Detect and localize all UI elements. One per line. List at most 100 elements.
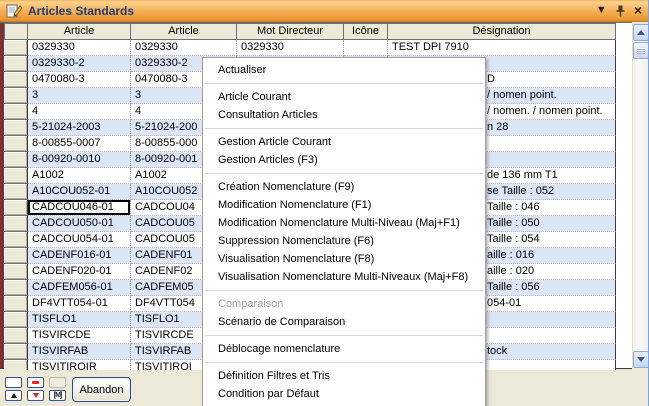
cell-a1[interactable]: TISVIRCDE	[28, 328, 131, 344]
cell-des[interactable]: aille : 020	[388, 264, 616, 280]
cell-a1[interactable]: DF4VTT054-01	[28, 296, 131, 312]
menu-item[interactable]: Gestion Articles (F3)	[218, 154, 318, 166]
pin-icon[interactable]	[616, 5, 625, 17]
menu-item[interactable]: Modification Nomenclature Multi-Niveau (…	[218, 217, 460, 229]
cell-a1[interactable]: CADCOU046-01	[28, 200, 131, 216]
row-selector[interactable]	[4, 360, 28, 370]
cell-des[interactable]: de 136 mm T1	[388, 168, 616, 184]
cell-a1[interactable]: TISVITIROIR	[28, 360, 131, 370]
menu-item[interactable]: Condition par Défaut	[218, 388, 319, 400]
cell-des[interactable]	[388, 328, 616, 344]
cell-a1[interactable]: CADCOU054-01	[28, 232, 131, 248]
column-header-article2[interactable]: Article	[131, 23, 237, 40]
close-icon[interactable]: ×	[633, 2, 642, 18]
nav-down-button[interactable]	[27, 390, 44, 401]
dropdown-arrow-icon[interactable]: ▼	[595, 4, 607, 16]
row-selector[interactable]	[4, 344, 28, 360]
cell-a1[interactable]: 8-00920-0010	[28, 152, 131, 168]
cell-des[interactable]: Taille : 050	[388, 216, 616, 232]
menu-item[interactable]: Définition Filtres et Tris	[218, 370, 330, 382]
menu-item[interactable]: Consultation Articles	[218, 109, 318, 121]
menu-item[interactable]: Modification Nomenclature (F1)	[218, 199, 372, 211]
cell-a1[interactable]: 0329330	[28, 40, 131, 56]
cell-des[interactable]	[388, 312, 616, 328]
cell-a1[interactable]: CADCOU050-01	[28, 216, 131, 232]
column-header-mot-directeur[interactable]: Mot Directeur	[237, 23, 344, 40]
row-selector[interactable]	[4, 168, 28, 184]
cell-des[interactable]: n 28	[388, 120, 616, 136]
row-selector[interactable]	[4, 232, 28, 248]
menu-item[interactable]: Scénario de Comparaison	[218, 316, 346, 328]
scroll-up-button[interactable]	[633, 24, 648, 41]
abandon-button[interactable]: Abandon	[72, 377, 131, 402]
cell-des[interactable]	[388, 360, 616, 370]
cell-des[interactable]: / nomen. / nomen point.	[388, 104, 616, 120]
row-selector[interactable]	[4, 104, 28, 120]
row-selector[interactable]	[4, 152, 28, 168]
cell-des[interactable]: Taille : 056	[388, 280, 616, 296]
nav-m-button[interactable]: [M]	[49, 390, 66, 401]
menu-item[interactable]: Suppression Nomenclature (F6)	[218, 235, 374, 247]
row-selector[interactable]	[4, 200, 28, 216]
cell-a1[interactable]: 3	[28, 88, 131, 104]
menu-item[interactable]: Déblocage nomenclature	[218, 343, 341, 355]
row-selector[interactable]	[4, 136, 28, 152]
menu-item[interactable]: Visualisation Nomenclature Multi-Niveaux…	[218, 271, 469, 283]
nav-blank-button[interactable]	[5, 377, 22, 388]
column-header-icone[interactable]: Icône	[344, 23, 388, 40]
cell-a1[interactable]: 8-00855-0007	[28, 136, 131, 152]
cell-mot[interactable]: 0329330	[237, 40, 344, 56]
row-selector[interactable]	[4, 184, 28, 200]
cell-a1[interactable]: CADENF020-01	[28, 264, 131, 280]
cell-des[interactable]: / nomen point.	[388, 88, 616, 104]
row-selector[interactable]	[4, 120, 28, 136]
vertical-scrollbar[interactable]	[632, 24, 648, 368]
scrollbar-thumb[interactable]	[633, 42, 648, 59]
column-header-designation[interactable]: Désignation	[388, 23, 616, 40]
cell-des[interactable]: Taille : 046	[388, 200, 616, 216]
row-selector[interactable]	[4, 40, 28, 56]
cell-a1[interactable]: CADENF016-01	[28, 248, 131, 264]
row-selector[interactable]	[4, 216, 28, 232]
cell-a1[interactable]: A10COU052-01	[28, 184, 131, 200]
cell-a1[interactable]: TISFLO1	[28, 312, 131, 328]
nav-red-mark-button[interactable]	[27, 377, 44, 388]
cell-a1[interactable]: 0329330-2	[28, 56, 131, 72]
cell-des[interactable]: tock	[388, 344, 616, 360]
cell-ico[interactable]	[344, 40, 388, 56]
row-selector[interactable]	[4, 248, 28, 264]
cell-des[interactable]: aille : 016	[388, 248, 616, 264]
column-header-article1[interactable]: Article	[28, 23, 131, 40]
row-selector[interactable]	[4, 72, 28, 88]
cell-des[interactable]	[388, 152, 616, 168]
menu-item[interactable]: Article Courant	[218, 91, 291, 103]
cell-des[interactable]: TEST DPI 7910	[388, 40, 616, 56]
cell-a2[interactable]: 0329330	[131, 40, 237, 56]
cell-des[interactable]: Taille : 054	[388, 232, 616, 248]
cell-des[interactable]	[388, 136, 616, 152]
row-selector[interactable]	[4, 264, 28, 280]
row-selector[interactable]	[4, 56, 28, 72]
cell-des[interactable]: D	[388, 72, 616, 88]
row-selector[interactable]	[4, 296, 28, 312]
menu-item[interactable]: Visualisation Nomenclature (F8)	[218, 253, 375, 265]
menu-item[interactable]: Actualiser	[218, 64, 267, 76]
row-selector[interactable]	[4, 88, 28, 104]
cell-des[interactable]: 054-01	[388, 296, 616, 312]
cell-a1[interactable]: 0470080-3	[28, 72, 131, 88]
column-header-selector[interactable]	[4, 23, 28, 40]
cell-a1[interactable]: TISVIRFAB	[28, 344, 131, 360]
cell-des[interactable]	[388, 56, 616, 72]
row-selector[interactable]	[4, 280, 28, 296]
cell-des[interactable]: se Taille : 052	[388, 184, 616, 200]
nav-up-button[interactable]	[5, 390, 22, 401]
row-selector[interactable]	[4, 328, 28, 344]
cell-a1[interactable]: 5-21024-2003	[28, 120, 131, 136]
cell-a1[interactable]: 4	[28, 104, 131, 120]
menu-item[interactable]: Gestion Article Courant	[218, 136, 332, 148]
row-selector[interactable]	[4, 312, 28, 328]
scroll-down-button[interactable]	[633, 351, 648, 368]
cell-a1[interactable]: A1002	[28, 168, 131, 184]
cell-a1[interactable]: CADFEM056-01	[28, 280, 131, 296]
menu-item[interactable]: Création Nomenclature (F9)	[218, 181, 355, 193]
